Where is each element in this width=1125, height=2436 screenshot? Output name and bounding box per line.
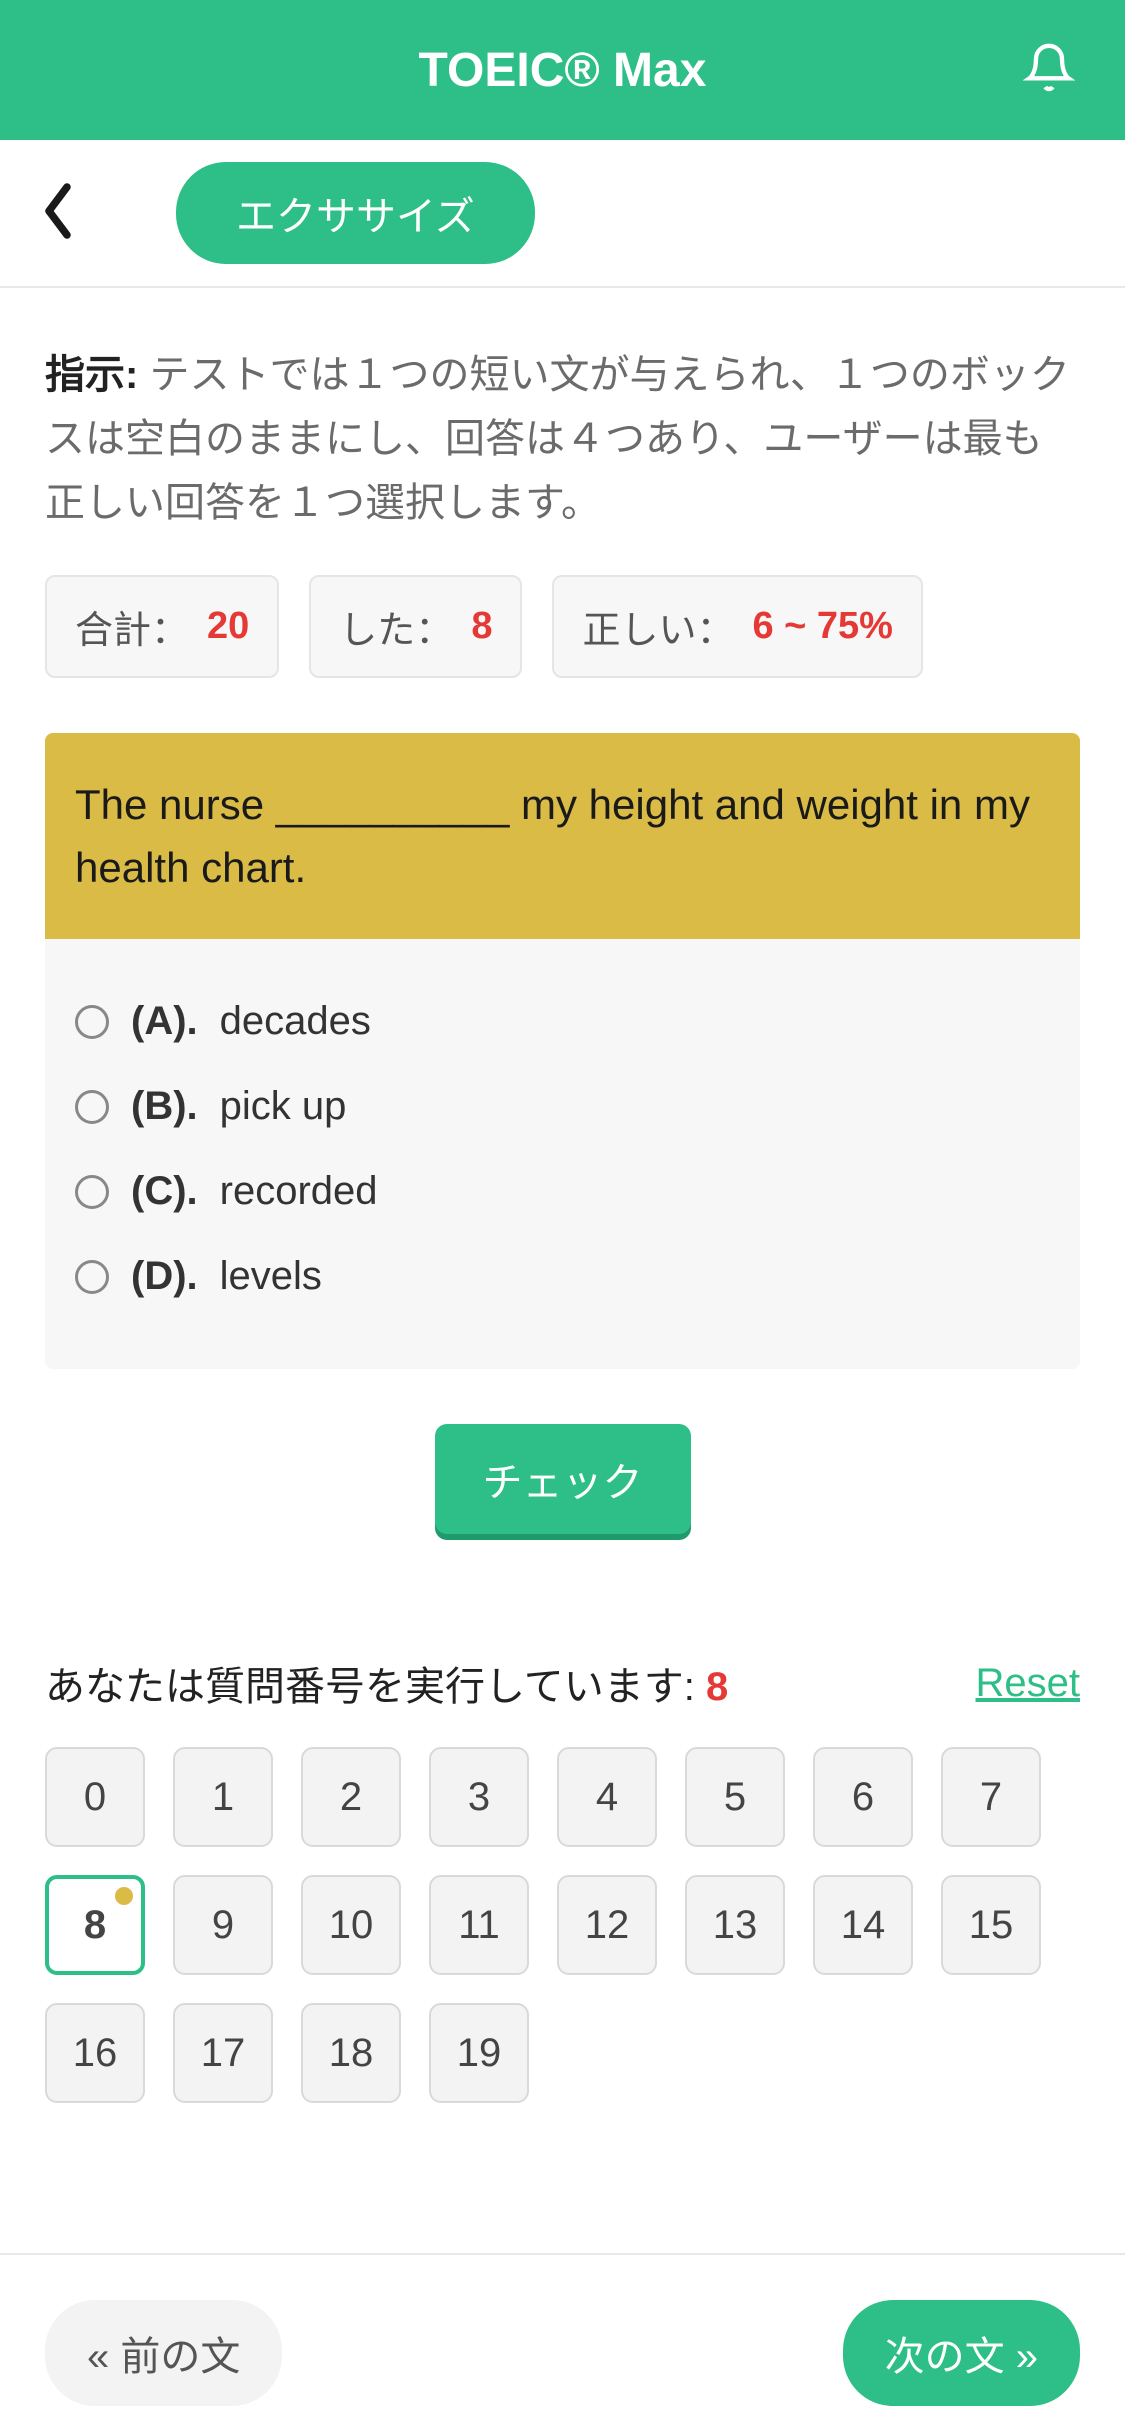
stat-total: 合計： 20	[45, 575, 279, 678]
radio-icon	[75, 1175, 109, 1209]
stat-correct-label: 正しい：	[582, 599, 734, 654]
choice-b[interactable]: (B). pick up	[75, 1064, 1050, 1149]
choice-text: levels	[220, 1254, 322, 1299]
reset-link[interactable]: Reset	[976, 1661, 1081, 1706]
next-button[interactable]: 次の文 »	[843, 2300, 1080, 2406]
choices-list: (A). decades (B). pick up (C). recorded …	[45, 939, 1080, 1369]
stat-done-label: した：	[339, 599, 453, 654]
choice-text: recorded	[220, 1169, 378, 1214]
question-number-box[interactable]: 9	[173, 1875, 273, 1975]
question-number-box[interactable]: 18	[301, 2003, 401, 2103]
choice-c[interactable]: (C). recorded	[75, 1149, 1050, 1234]
question-number-box[interactable]: 7	[941, 1747, 1041, 1847]
question-number-box[interactable]: 16	[45, 2003, 145, 2103]
question-number-box[interactable]: 8	[45, 1875, 145, 1975]
question-number-box[interactable]: 1	[173, 1747, 273, 1847]
question-number-box[interactable]: 13	[685, 1875, 785, 1975]
choice-letter: (A).	[131, 999, 198, 1044]
exercise-pill-button[interactable]: エクササイズ	[176, 162, 535, 264]
stat-correct-value: 6 ~ 75%	[752, 605, 893, 648]
choice-d[interactable]: (D). levels	[75, 1234, 1050, 1319]
radio-icon	[75, 1005, 109, 1039]
choice-text: pick up	[220, 1084, 347, 1129]
question-number-box[interactable]: 11	[429, 1875, 529, 1975]
quiz-card: The nurse __________ my height and weigh…	[45, 733, 1080, 1369]
choice-text: decades	[220, 999, 371, 1044]
question-number-box[interactable]: 14	[813, 1875, 913, 1975]
footer-nav: « 前の文 次の文 »	[0, 2253, 1125, 2406]
app-header: TOEIC® Max	[0, 0, 1125, 140]
stat-done: した： 8	[309, 575, 522, 678]
instructions-block: 指示: テストでは１つの短い文が与えられ、１つのボックスは空白のままにし、回答は…	[0, 288, 1125, 575]
notification-bell-icon[interactable]	[1023, 42, 1075, 99]
question-number-box[interactable]: 17	[173, 2003, 273, 2103]
question-number-box[interactable]: 10	[301, 1875, 401, 1975]
question-nav: あなたは質問番号を実行しています: 8 Reset 01234567891011…	[0, 1534, 1125, 2103]
instructions-text: テストでは１つの短い文が与えられ、１つのボックスは空白のままにし、回答は４つあり…	[45, 353, 1070, 525]
question-text: The nurse __________ my height and weigh…	[45, 733, 1080, 939]
stats-row: 合計： 20 した： 8 正しい： 6 ~ 75%	[0, 575, 1125, 678]
radio-icon	[75, 1260, 109, 1294]
choice-letter: (B).	[131, 1084, 198, 1129]
choice-a[interactable]: (A). decades	[75, 979, 1050, 1064]
nav-label-prefix: あなたは質問番号を実行しています:	[45, 1665, 706, 1709]
number-grid: 012345678910111213141516171819	[45, 1747, 1080, 2103]
instructions-label: 指示:	[45, 353, 138, 397]
back-button[interactable]	[40, 181, 76, 246]
question-number-box[interactable]: 12	[557, 1875, 657, 1975]
question-number-box[interactable]: 5	[685, 1747, 785, 1847]
question-number-box[interactable]: 3	[429, 1747, 529, 1847]
stat-done-value: 8	[471, 605, 492, 648]
stat-correct: 正しい： 6 ~ 75%	[552, 575, 923, 678]
question-nav-label: あなたは質問番号を実行しています: 8	[45, 1654, 728, 1712]
check-button-wrap: チェック	[0, 1424, 1125, 1534]
stat-total-value: 20	[207, 605, 249, 648]
question-nav-header: あなたは質問番号を実行しています: 8 Reset	[45, 1654, 1080, 1712]
question-number-box[interactable]: 0	[45, 1747, 145, 1847]
question-number-box[interactable]: 4	[557, 1747, 657, 1847]
nav-current-number: 8	[706, 1665, 728, 1709]
choice-letter: (D).	[131, 1254, 198, 1299]
stat-total-label: 合計：	[75, 599, 189, 654]
question-number-box[interactable]: 19	[429, 2003, 529, 2103]
question-number-box[interactable]: 6	[813, 1747, 913, 1847]
question-number-box[interactable]: 15	[941, 1875, 1041, 1975]
prev-button[interactable]: « 前の文	[45, 2300, 282, 2406]
radio-icon	[75, 1090, 109, 1124]
subheader: エクササイズ	[0, 140, 1125, 288]
question-number-box[interactable]: 2	[301, 1747, 401, 1847]
app-title: TOEIC® Max	[419, 43, 707, 98]
check-button[interactable]: チェック	[435, 1424, 691, 1534]
choice-letter: (C).	[131, 1169, 198, 1214]
